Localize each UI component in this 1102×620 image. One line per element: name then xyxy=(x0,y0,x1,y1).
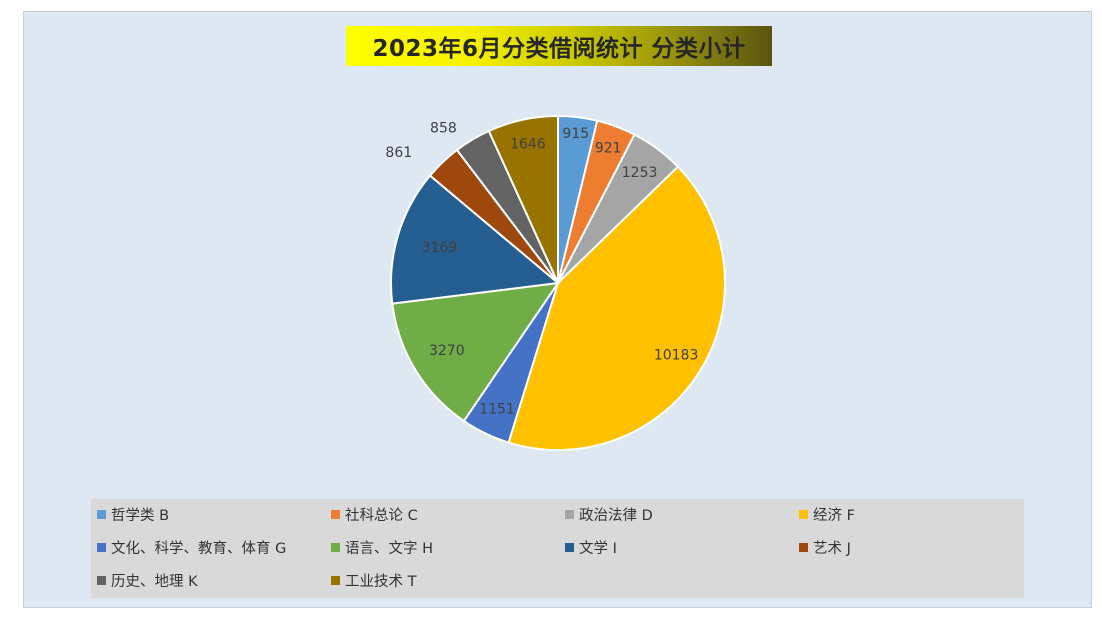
legend-item: 艺术 J xyxy=(799,535,851,559)
legend-swatch xyxy=(565,509,574,519)
legend-label: 历史、地理 K xyxy=(111,573,198,590)
data-label: 3169 xyxy=(422,240,458,256)
legend-label: 经济 F xyxy=(813,507,855,524)
legend-swatch xyxy=(97,542,106,552)
legend-item: 语言、文字 H xyxy=(331,535,433,559)
chart-title-box: 2023年6月分类借阅统计 分类小计 xyxy=(346,26,772,66)
legend-item: 经济 F xyxy=(799,502,855,526)
legend-swatch xyxy=(97,509,106,519)
pie-slice xyxy=(507,165,727,451)
legend-swatch xyxy=(799,542,808,552)
legend-label: 工业技术 T xyxy=(345,573,417,590)
data-label: 861 xyxy=(385,145,412,161)
data-label: 3270 xyxy=(429,343,465,359)
legend-item: 文学 I xyxy=(565,535,617,559)
legend-swatch xyxy=(331,509,340,519)
legend-item: 政治法律 D xyxy=(565,502,653,526)
legend-item: 工业技术 T xyxy=(331,568,416,592)
legend-item: 哲学类 B xyxy=(97,502,169,526)
data-label: 10183 xyxy=(654,348,699,364)
data-label: 1253 xyxy=(622,165,658,181)
chart-legend: 哲学类 B 社科总论 C 政治法律 D 经济 F 文化、科学、教育、体育 G 语言、文字 … xyxy=(91,499,1024,598)
legend-label: 社科总论 C xyxy=(345,507,418,524)
data-label: 858 xyxy=(430,121,457,137)
data-label: 1646 xyxy=(510,136,546,152)
legend-item: 文化、科学、教育、体育 G xyxy=(97,535,286,559)
legend-label: 文化、科学、教育、体育 G xyxy=(111,540,287,557)
legend-swatch xyxy=(565,542,574,552)
legend-label: 政治法律 D xyxy=(579,507,653,524)
legend-item: 社科总论 C xyxy=(331,502,418,526)
chart-area: 2023年6月分类借阅统计 分类小计 915 921 1253 10183 1151 32… xyxy=(23,11,1092,608)
legend-item: 历史、地理 K xyxy=(97,568,198,592)
data-label: 921 xyxy=(595,140,622,156)
legend-label: 哲学类 B xyxy=(111,507,170,524)
legend-label: 文学 I xyxy=(579,540,617,557)
chart-title: 2023年6月分类借阅统计 分类小计 xyxy=(372,36,746,62)
legend-swatch xyxy=(799,509,808,519)
legend-swatch xyxy=(331,542,340,552)
pie-slice xyxy=(487,114,559,284)
pie-slice xyxy=(390,174,561,305)
legend-swatch xyxy=(331,575,340,585)
data-label: 1151 xyxy=(479,401,515,417)
pie-slice xyxy=(391,281,561,423)
legend-swatch xyxy=(97,575,106,585)
data-label: 915 xyxy=(562,126,589,142)
legend-label: 艺术 J xyxy=(813,540,851,557)
legend-label: 语言、文字 H xyxy=(345,540,434,557)
